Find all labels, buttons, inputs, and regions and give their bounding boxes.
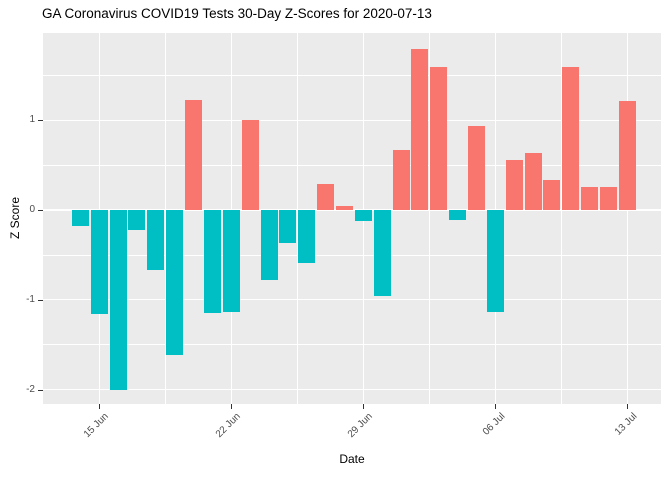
gridline-major-horizontal: [43, 209, 661, 211]
x-tick-label-text: 13 Jul: [612, 411, 640, 438]
x-tick-mark: [626, 404, 628, 409]
gridline-minor-horizontal: [43, 74, 661, 76]
x-axis-title: Date: [339, 452, 365, 466]
gridline-major-horizontal: [43, 299, 661, 301]
x-tick-mark: [494, 404, 496, 409]
gridline-minor-vertical: [428, 33, 430, 404]
bar-25-jun: [279, 210, 297, 244]
bar-18-jun: [147, 210, 165, 271]
y-tick-label: -1: [26, 293, 35, 305]
bar-23-jun: [241, 120, 259, 210]
gridline-minor-horizontal: [43, 164, 661, 166]
y-tick-mark: [38, 389, 43, 391]
bar-12-jul: [599, 186, 617, 210]
y-axis-title: Z Score: [8, 196, 22, 240]
gridline-major-vertical: [626, 33, 629, 404]
plot-panel: [43, 33, 661, 404]
gridline-major-horizontal: [43, 119, 661, 121]
y-tick-mark: [38, 299, 43, 301]
x-tick-mark: [230, 404, 232, 409]
bar-03-jul: [430, 67, 448, 210]
bar-13-jul: [618, 101, 636, 210]
bar-20-jun: [185, 100, 203, 210]
bar-17-jun: [128, 210, 146, 230]
bar-28-jun: [335, 206, 353, 210]
bar-01-jul: [392, 149, 410, 210]
bar-19-jun: [166, 210, 184, 356]
bar-15-jun: [90, 210, 108, 315]
bar-14-jun: [71, 210, 89, 227]
y-tick-label: -2: [26, 383, 35, 395]
x-tick-mark: [98, 404, 100, 409]
gridline-minor-horizontal: [43, 344, 661, 346]
bar-06-jul: [486, 210, 504, 313]
gridline-minor-horizontal: [43, 254, 661, 256]
gridline-major-horizontal: [43, 388, 661, 391]
bar-08-jul: [524, 152, 542, 210]
bar-29-jun: [354, 210, 372, 221]
chart-title: GA Coronavirus COVID19 Tests 30-Day Z-Sc…: [42, 6, 432, 21]
bar-04-jul: [449, 210, 467, 220]
gridline-minor-vertical: [560, 33, 562, 404]
bar-07-jul: [505, 159, 523, 210]
x-tick-label-text: 15 Jun: [82, 411, 112, 441]
y-tick-label: 0: [29, 204, 35, 215]
y-tick-label: 1: [29, 114, 35, 126]
x-tick-mark: [362, 404, 364, 409]
gridline-minor-vertical: [164, 33, 166, 404]
bar-09-jul: [543, 180, 561, 210]
bar-27-jun: [317, 183, 335, 210]
bar-22-jun: [222, 210, 240, 313]
bar-24-jun: [260, 210, 278, 281]
bar-11-jul: [581, 186, 599, 210]
bar-05-jul: [467, 126, 485, 210]
bar-02-jul: [411, 49, 429, 210]
bar-26-jun: [298, 210, 316, 263]
gridline-minor-vertical: [296, 33, 298, 404]
x-tick-label-text: 22 Jun: [214, 411, 244, 441]
x-tick-label-text: 06 Jul: [480, 411, 508, 438]
bar-30-jun: [373, 210, 391, 297]
y-tick-mark: [38, 120, 43, 122]
bar-16-jun: [109, 210, 127, 391]
bar-10-jul: [562, 67, 580, 210]
y-tick-mark: [38, 210, 43, 211]
x-tick-label-text: 29 Jun: [346, 411, 376, 441]
bar-21-jun: [203, 210, 221, 314]
